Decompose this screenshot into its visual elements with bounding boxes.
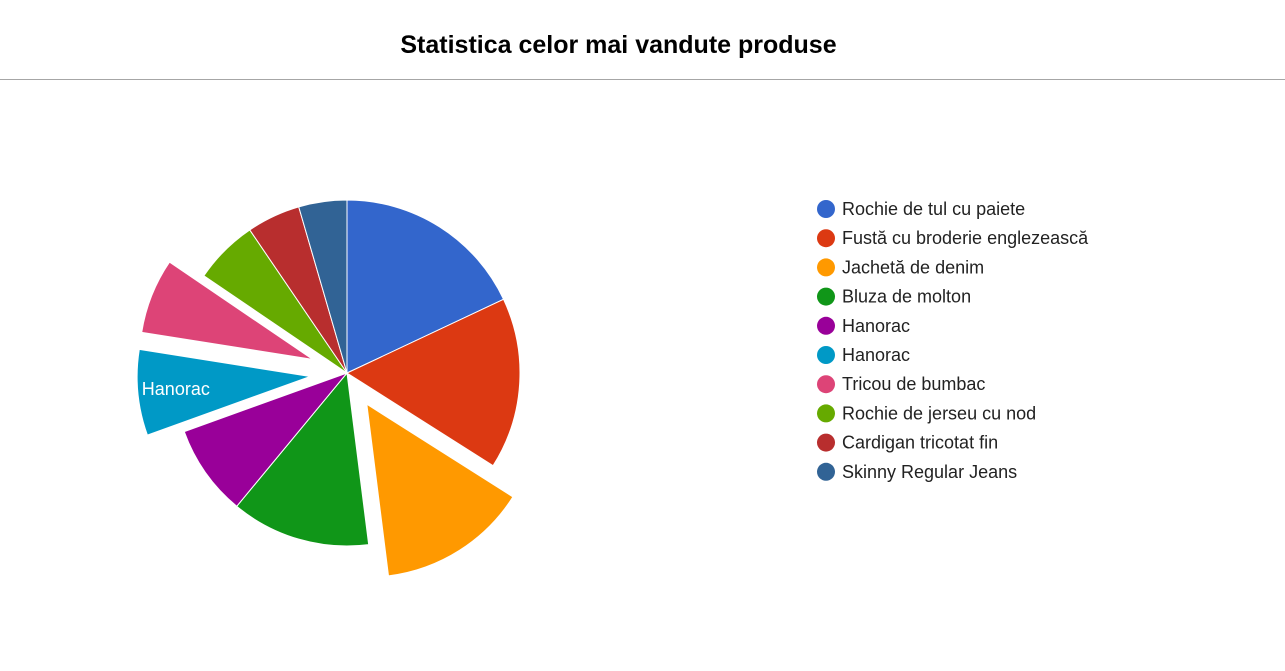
pie-slice[interactable] bbox=[366, 403, 514, 577]
legend: Rochie de tul cu paiete Fustă cu broderie… bbox=[817, 199, 1089, 482]
legend-item[interactable]: Fustă cu broderie englezească bbox=[817, 228, 1089, 248]
legend-item[interactable]: Hanorac bbox=[817, 316, 910, 336]
pie-slice[interactable] bbox=[183, 371, 349, 508]
slice-label: Hanorac bbox=[142, 379, 210, 399]
legend-item[interactable]: Rochie de tul cu paiete bbox=[817, 199, 1025, 219]
legend-item[interactable]: Rochie de jerseu cu nod bbox=[817, 403, 1036, 423]
pie-slice[interactable] bbox=[345, 298, 521, 467]
legend-label: Hanorac bbox=[842, 316, 910, 336]
legend-item[interactable]: Hanorac bbox=[817, 345, 910, 365]
legend-swatch bbox=[817, 346, 835, 364]
legend-item[interactable]: Bluza de molton bbox=[817, 287, 971, 307]
pie-slices bbox=[136, 199, 521, 577]
legend-item[interactable]: Jachetă de denim bbox=[817, 257, 984, 277]
legend-swatch bbox=[817, 462, 835, 481]
legend-swatch bbox=[817, 375, 835, 394]
legend-label: Bluza de molton bbox=[842, 287, 971, 307]
legend-swatch bbox=[817, 258, 835, 277]
legend-label: Fustă cu broderie englezească bbox=[842, 228, 1089, 248]
legend-item[interactable]: Skinny Regular Jeans bbox=[817, 462, 1017, 482]
legend-swatch bbox=[817, 229, 835, 248]
legend-swatch bbox=[817, 200, 835, 218]
legend-item[interactable]: Cardigan tricotat fin bbox=[817, 433, 998, 453]
legend-item[interactable]: Tricou de bumbac bbox=[817, 374, 985, 394]
legend-label: Cardigan tricotat fin bbox=[842, 433, 998, 453]
pie-slice[interactable] bbox=[298, 199, 348, 374]
legend-swatch bbox=[817, 287, 835, 306]
legend-label: Jachetă de denim bbox=[842, 257, 984, 277]
legend-swatch bbox=[817, 404, 835, 423]
pie-slice-labels: Hanorac bbox=[142, 379, 210, 399]
legend-label: Hanorac bbox=[842, 345, 910, 365]
pie-slice[interactable] bbox=[141, 261, 313, 360]
legend-label: Rochie de tul cu paiete bbox=[842, 199, 1025, 219]
page-title: Statistica celor mai vandute produse bbox=[400, 31, 837, 59]
legend-label: Skinny Regular Jeans bbox=[842, 462, 1017, 482]
legend-swatch bbox=[817, 433, 835, 452]
pie-slice[interactable] bbox=[236, 371, 370, 547]
legend-label: Tricou de bumbac bbox=[842, 374, 985, 394]
legend-label: Rochie de jerseu cu nod bbox=[842, 403, 1036, 423]
header: Statistica celor mai vandute produse bbox=[0, 0, 1285, 80]
pie-slice[interactable] bbox=[346, 199, 505, 374]
legend-swatch bbox=[817, 316, 835, 335]
pie-slice[interactable] bbox=[136, 348, 311, 436]
pie-chart: Hanorac Rochie de tul cu paiete Fustă cu … bbox=[136, 199, 1089, 577]
